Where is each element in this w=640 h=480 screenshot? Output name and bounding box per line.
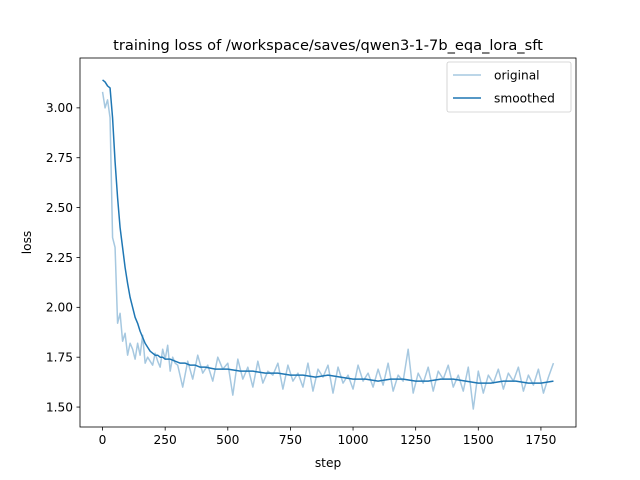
plot-lines	[101, 79, 555, 410]
plot-frame	[79, 57, 577, 428]
x-tick-label: 1750	[525, 433, 556, 447]
y-axis-title: loss	[20, 231, 34, 255]
legend-label-smoothed: smoothed	[494, 92, 555, 106]
legend: original smoothed	[446, 61, 572, 113]
x-tick-label: 1500	[463, 433, 494, 447]
y-tick-label: 2.50	[46, 201, 73, 215]
y-tick-label: 1.75	[46, 350, 73, 364]
x-tick-label: 1000	[338, 433, 369, 447]
y-tick-label: 2.00	[46, 301, 73, 315]
x-tick-label: 750	[279, 433, 302, 447]
x-axis: 0 250 500 750 1000 1250 1500 1750	[99, 427, 556, 447]
series-line-original	[101, 91, 555, 410]
chart-title: training loss of /workspace/saves/qwen3-…	[113, 37, 543, 54]
x-tick-label: 500	[216, 433, 239, 447]
legend-label-original: original	[494, 69, 540, 83]
series-line-smoothed	[102, 79, 554, 384]
x-tick-label: 0	[99, 433, 107, 447]
y-axis: 1.50 1.75 2.00 2.25 2.50 2.75 3.00	[46, 101, 80, 414]
x-tick-label: 250	[154, 433, 177, 447]
x-axis-title: step	[315, 456, 342, 470]
y-tick-label: 3.00	[46, 101, 73, 115]
y-tick-label: 1.50	[46, 400, 73, 414]
x-tick-label: 1250	[400, 433, 431, 447]
y-tick-label: 2.75	[46, 151, 73, 165]
y-tick-label: 2.25	[46, 251, 73, 265]
